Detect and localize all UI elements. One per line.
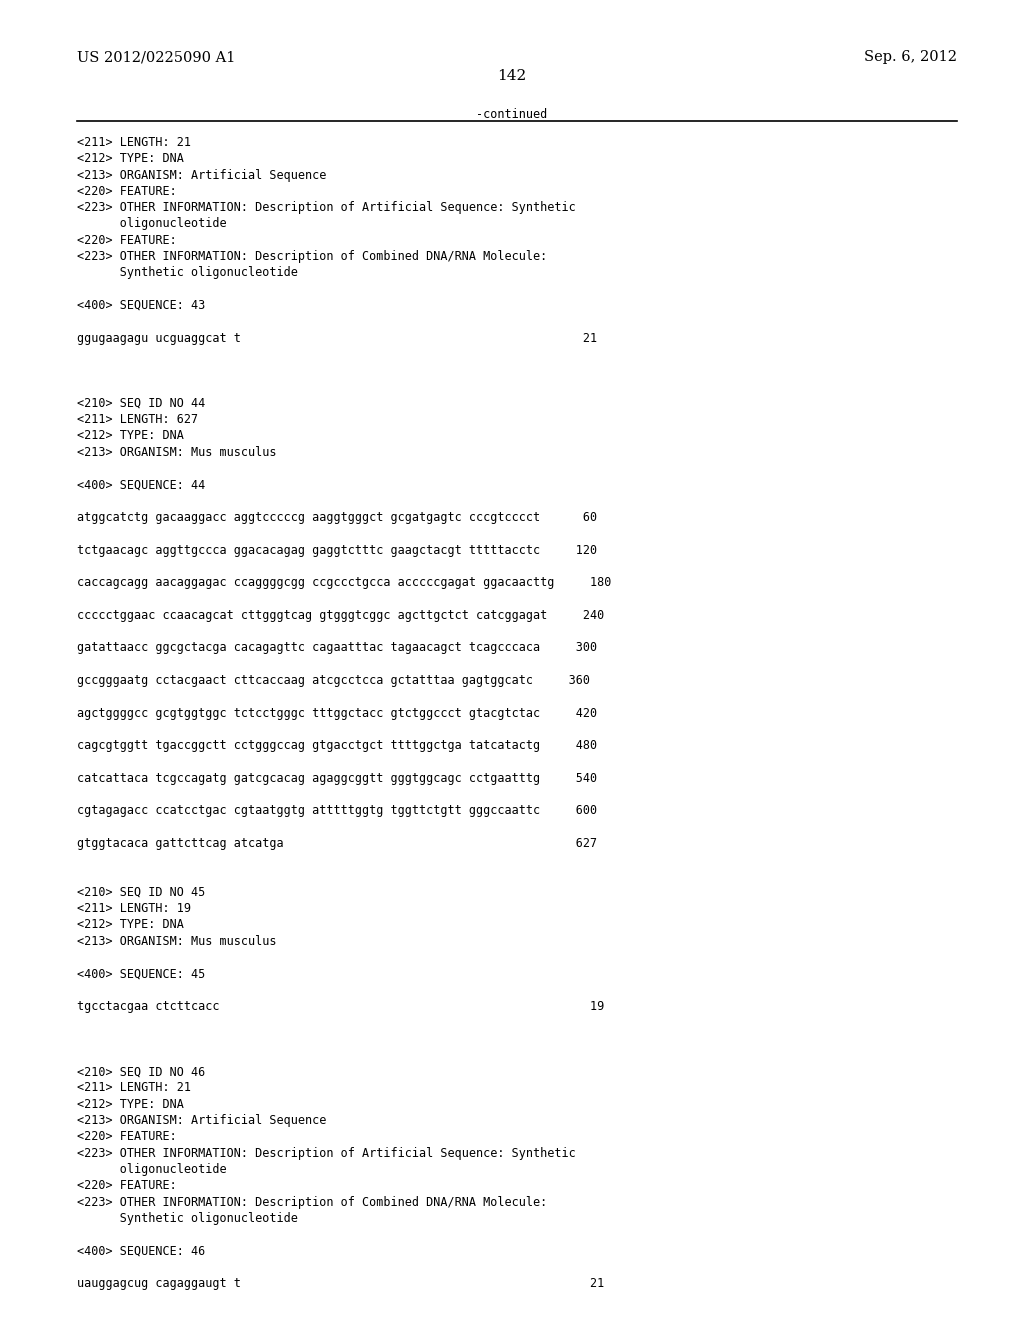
Text: <211> LENGTH: 21: <211> LENGTH: 21 (77, 136, 190, 149)
Text: <220> FEATURE:: <220> FEATURE: (77, 234, 176, 247)
Text: <210> SEQ ID NO 44: <210> SEQ ID NO 44 (77, 397, 205, 409)
Text: tctgaacagc aggttgccca ggacacagag gaggtctttc gaagctacgt tttttacctc     120: tctgaacagc aggttgccca ggacacagag gaggtct… (77, 544, 597, 557)
Text: catcattaca tcgccagatg gatcgcacag agaggcggtt gggtggcagc cctgaatttg     540: catcattaca tcgccagatg gatcgcacag agaggcg… (77, 772, 597, 784)
Text: <220> FEATURE:: <220> FEATURE: (77, 1179, 176, 1192)
Text: <213> ORGANISM: Mus musculus: <213> ORGANISM: Mus musculus (77, 935, 276, 948)
Text: <223> OTHER INFORMATION: Description of Combined DNA/RNA Molecule:: <223> OTHER INFORMATION: Description of … (77, 249, 547, 263)
Text: uauggagcug cagaggaugt t                                                 21: uauggagcug cagaggaugt t 21 (77, 1278, 604, 1290)
Text: <211> LENGTH: 19: <211> LENGTH: 19 (77, 902, 190, 915)
Text: gatattaacc ggcgctacga cacagagttc cagaatttac tagaacagct tcagcccaca     300: gatattaacc ggcgctacga cacagagttc cagaatt… (77, 642, 597, 655)
Text: agctggggcc gcgtggtggc tctcctgggc tttggctacc gtctggccct gtacgtctac     420: agctggggcc gcgtggtggc tctcctgggc tttggct… (77, 706, 597, 719)
Text: <213> ORGANISM: Artificial Sequence: <213> ORGANISM: Artificial Sequence (77, 169, 327, 182)
Text: <211> LENGTH: 627: <211> LENGTH: 627 (77, 413, 198, 426)
Text: <210> SEQ ID NO 45: <210> SEQ ID NO 45 (77, 886, 205, 899)
Text: <212> TYPE: DNA: <212> TYPE: DNA (77, 152, 183, 165)
Text: oligonucleotide: oligonucleotide (77, 218, 226, 231)
Text: ccccctggaac ccaacagcat cttgggtcag gtgggtcggc agcttgctct catcggagat     240: ccccctggaac ccaacagcat cttgggtcag gtgggt… (77, 609, 604, 622)
Text: <220> FEATURE:: <220> FEATURE: (77, 1130, 176, 1143)
Text: 142: 142 (498, 69, 526, 83)
Text: gccgggaatg cctacgaact cttcaccaag atcgcctcca gctatttaa gagtggcatc     360: gccgggaatg cctacgaact cttcaccaag atcgcct… (77, 675, 590, 686)
Text: Synthetic oligonucleotide: Synthetic oligonucleotide (77, 1212, 298, 1225)
Text: <223> OTHER INFORMATION: Description of Artificial Sequence: Synthetic: <223> OTHER INFORMATION: Description of … (77, 1147, 575, 1160)
Text: <400> SEQUENCE: 44: <400> SEQUENCE: 44 (77, 478, 205, 491)
Text: gtggtacaca gattcttcag atcatga                                         627: gtggtacaca gattcttcag atcatga 627 (77, 837, 597, 850)
Text: <400> SEQUENCE: 43: <400> SEQUENCE: 43 (77, 298, 205, 312)
Text: <213> ORGANISM: Mus musculus: <213> ORGANISM: Mus musculus (77, 446, 276, 458)
Text: Synthetic oligonucleotide: Synthetic oligonucleotide (77, 267, 298, 280)
Text: US 2012/0225090 A1: US 2012/0225090 A1 (77, 50, 236, 65)
Text: tgcctacgaa ctcttcacc                                                    19: tgcctacgaa ctcttcacc 19 (77, 1001, 604, 1012)
Text: <220> FEATURE:: <220> FEATURE: (77, 185, 176, 198)
Text: <223> OTHER INFORMATION: Description of Artificial Sequence: Synthetic: <223> OTHER INFORMATION: Description of … (77, 201, 575, 214)
Text: <400> SEQUENCE: 46: <400> SEQUENCE: 46 (77, 1245, 205, 1258)
Text: atggcatctg gacaaggacc aggtcccccg aaggtgggct gcgatgagtc cccgtcccct      60: atggcatctg gacaaggacc aggtcccccg aaggtgg… (77, 511, 597, 524)
Text: cgtagagacc ccatcctgac cgtaatggtg atttttggtg tggttctgtt gggccaattc     600: cgtagagacc ccatcctgac cgtaatggtg atttttg… (77, 804, 597, 817)
Text: <212> TYPE: DNA: <212> TYPE: DNA (77, 1098, 183, 1110)
Text: <210> SEQ ID NO 46: <210> SEQ ID NO 46 (77, 1065, 205, 1078)
Text: <213> ORGANISM: Artificial Sequence: <213> ORGANISM: Artificial Sequence (77, 1114, 327, 1127)
Text: ggugaagagu ucguaggcat t                                                21: ggugaagagu ucguaggcat t 21 (77, 331, 597, 345)
Text: caccagcagg aacaggagac ccaggggcgg ccgccctgcca acccccgagat ggacaacttg     180: caccagcagg aacaggagac ccaggggcgg ccgccct… (77, 576, 611, 589)
Text: cagcgtggtt tgaccggctt cctgggccag gtgacctgct ttttggctga tatcatactg     480: cagcgtggtt tgaccggctt cctgggccag gtgacct… (77, 739, 597, 752)
Text: oligonucleotide: oligonucleotide (77, 1163, 226, 1176)
Text: <223> OTHER INFORMATION: Description of Combined DNA/RNA Molecule:: <223> OTHER INFORMATION: Description of … (77, 1196, 547, 1209)
Text: -continued: -continued (476, 108, 548, 121)
Text: <212> TYPE: DNA: <212> TYPE: DNA (77, 919, 183, 932)
Text: <400> SEQUENCE: 45: <400> SEQUENCE: 45 (77, 968, 205, 981)
Text: <212> TYPE: DNA: <212> TYPE: DNA (77, 429, 183, 442)
Text: Sep. 6, 2012: Sep. 6, 2012 (864, 50, 957, 65)
Text: <211> LENGTH: 21: <211> LENGTH: 21 (77, 1081, 190, 1094)
